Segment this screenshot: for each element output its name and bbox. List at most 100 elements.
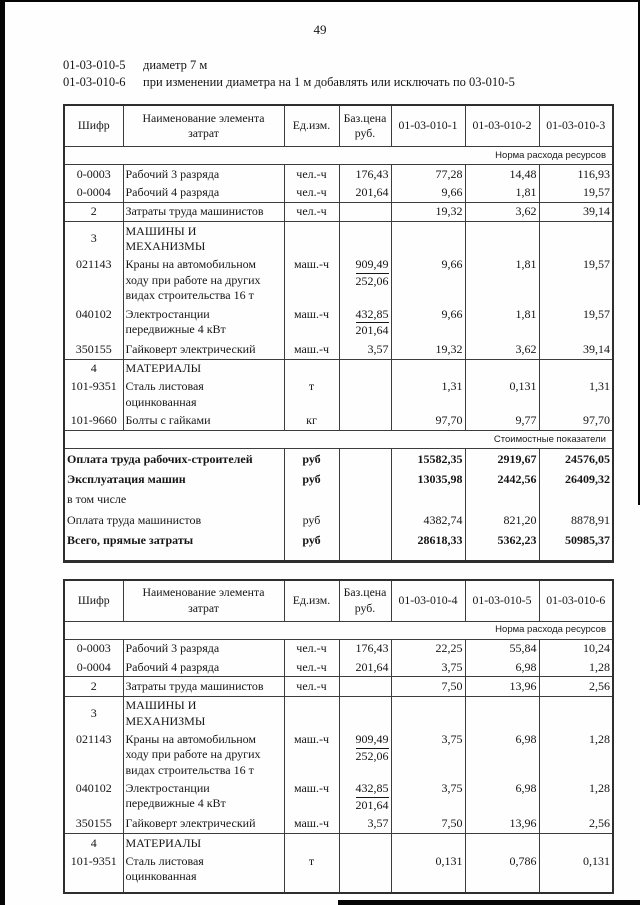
cell-value: 9,66 (390, 255, 465, 306)
cell-name: МАТЕРИАЛЫ (122, 358, 284, 378)
cell-value: 9,66 (390, 183, 465, 203)
cell-base-price (338, 833, 391, 853)
cell-value: 0,786 (464, 852, 539, 893)
cell-value: 6,98 (464, 779, 539, 815)
cell-value: 22,25 (390, 638, 465, 659)
cell-unit (283, 358, 339, 378)
cell-value: 7,50 (390, 814, 465, 834)
cell-value: 13,96 (464, 676, 539, 697)
cell-value (464, 833, 539, 853)
cell-base-price (338, 676, 391, 697)
cell-name: Гайковерт электрический (122, 340, 284, 360)
resource-row: 0-0004 Рабочий 4 разряда чел.-ч 201,64 9,66 1… (64, 183, 613, 203)
cell-code: 3 (64, 221, 123, 256)
cell-value: 19,57 (538, 183, 613, 203)
cell-value (390, 221, 465, 256)
cell-unit: маш.-ч (283, 779, 339, 815)
table-header-row: Шифр Наименование элемента затрат Ед.изм. Б… (64, 579, 613, 621)
cell-value: 9,77 (464, 411, 539, 431)
summary-row: Всего, прямые затраты руб 28618,33 5362,23 5… (64, 530, 613, 561)
cell-code: 101-9660 (70, 413, 117, 428)
cell-value: 97,70 (538, 411, 613, 431)
cell-unit (283, 833, 339, 853)
column-header: 01-03-010-4 (390, 579, 465, 621)
cell-code: 040102 (75, 781, 112, 796)
cell-value: 116,93 (538, 164, 613, 184)
resource-row: 101-9660 Болты с гайками кг 97,70 9,77 97,70 (64, 411, 613, 431)
cell-value: 9,66 (390, 305, 465, 341)
cell-code: 0-0003 (64, 638, 123, 659)
cell-value: 1,31 (538, 377, 613, 412)
summary-unit: руб (283, 530, 339, 561)
cell-name: МАТЕРИАЛЫ (122, 833, 284, 853)
summary-value: 2919,67 (464, 448, 539, 470)
resource-row: 350155 Гайковерт электрический маш.-ч 3,57 7… (64, 814, 613, 834)
column-header: Ед.изм. (283, 579, 339, 621)
cell-base-price (338, 377, 391, 412)
cell-code: 3 (64, 695, 123, 731)
resource-row: 040102 Электростанции передвижные 4 кВт ма… (64, 779, 613, 815)
cell-unit: маш.-ч (283, 340, 339, 360)
summary-value: 50985,37 (538, 530, 613, 561)
column-header: 01-03-010-3 (538, 105, 613, 147)
cell-name: Электростанции передвижные 4 кВт (122, 779, 284, 815)
cell-value (390, 833, 465, 853)
cost-table: Шифр Наименование элемента затрат Ед.изм. Б… (63, 104, 614, 563)
summary-base-price (338, 469, 391, 490)
cell-value: 6,98 (464, 730, 539, 780)
intro-line: 01-03-010-6 при изменении диаметра на 1 … (63, 74, 640, 91)
cell-name: Рабочий 4 разряда (122, 183, 284, 203)
resource-row: 101-9351 Сталь листовая оцинкованная т 0,13… (64, 852, 613, 893)
cell-code: 2 (64, 201, 123, 222)
summary-value: 28618,33 (390, 530, 465, 561)
summary-label: в том числе (67, 492, 127, 507)
column-header: Баз.цена руб. (338, 105, 391, 147)
table-header-row: Шифр Наименование элемента затрат Ед.изм. Б… (64, 105, 613, 147)
section-heading-row: 3 МАШИНЫ И МЕХАНИЗМЫ (64, 221, 613, 256)
column-header: Ед.изм. (283, 105, 339, 147)
cell-code: 4 (64, 358, 123, 378)
cell-code: 350155 (75, 816, 112, 831)
page-number: 49 (313, 22, 327, 37)
resource-row: 0-0004 Рабочий 4 разряда чел.-ч 201,64 3,75 6… (64, 658, 613, 677)
resource-row: 350155 Гайковерт электрический маш.-ч 3,57 1… (64, 340, 613, 360)
cell-value (538, 358, 613, 378)
base-price-numerator: 909,49 (355, 257, 389, 275)
cell-name: Рабочий 4 разряда (122, 658, 284, 677)
resource-row: 2 Затраты труда машинистов чел.-ч 19,32 3,62… (64, 201, 613, 222)
cost-table-section-1: Шифр Наименование элемента затрат Ед.изм. Б… (63, 104, 640, 563)
cell-value: 3,75 (390, 730, 465, 780)
cell-name: Затраты труда машинистов (122, 201, 284, 222)
column-header: Шифр (77, 592, 110, 607)
cell-name: МАШИНЫ И МЕХАНИЗМЫ (122, 695, 284, 731)
summary-label: Всего, прямые затраты (67, 533, 194, 548)
cell-base-price (338, 411, 391, 431)
summary-value: 24576,05 (538, 448, 613, 470)
base-price-denominator: 201,64 (355, 323, 389, 338)
cell-name: Затраты труда машинистов (122, 676, 284, 697)
scan-edge-top (0, 0, 640, 2)
intro-line: 01-03-010-5 диаметр 7 м (63, 57, 640, 74)
column-header: Наименование элемента затрат (122, 579, 284, 621)
cell-value (390, 358, 465, 378)
summary-row: Эксплуатация машин руб 13035,98 2442,56 2640… (64, 469, 613, 490)
cell-value: 1,28 (538, 658, 613, 677)
column-header: 01-03-010-5 (464, 579, 539, 621)
summary-row: Оплата труда рабочих-строителей руб 15582,… (64, 448, 613, 470)
cell-value: 19,57 (538, 305, 613, 341)
cell-value: 13,96 (464, 814, 539, 834)
cell-code: 101-9351 (70, 853, 117, 868)
cell-value: 55,84 (464, 638, 539, 659)
cell-base-price (338, 852, 391, 893)
cell-value: 14,48 (464, 164, 539, 184)
cell-value: 0,131 (464, 377, 539, 412)
cell-code: 350155 (75, 341, 112, 356)
cell-base-price: 909,49 252,06 (338, 730, 391, 780)
resource-row: 101-9351 Сталь листовая оцинкованная т 1,31… (64, 377, 613, 412)
section-heading-row: 4 МАТЕРИАЛЫ (64, 358, 613, 378)
cell-unit: т (283, 852, 339, 893)
cell-value: 97,70 (390, 411, 465, 431)
estimate-code-description: при изменении диаметра на 1 м добавлять … (143, 75, 515, 89)
cell-value: 2,56 (538, 814, 613, 834)
